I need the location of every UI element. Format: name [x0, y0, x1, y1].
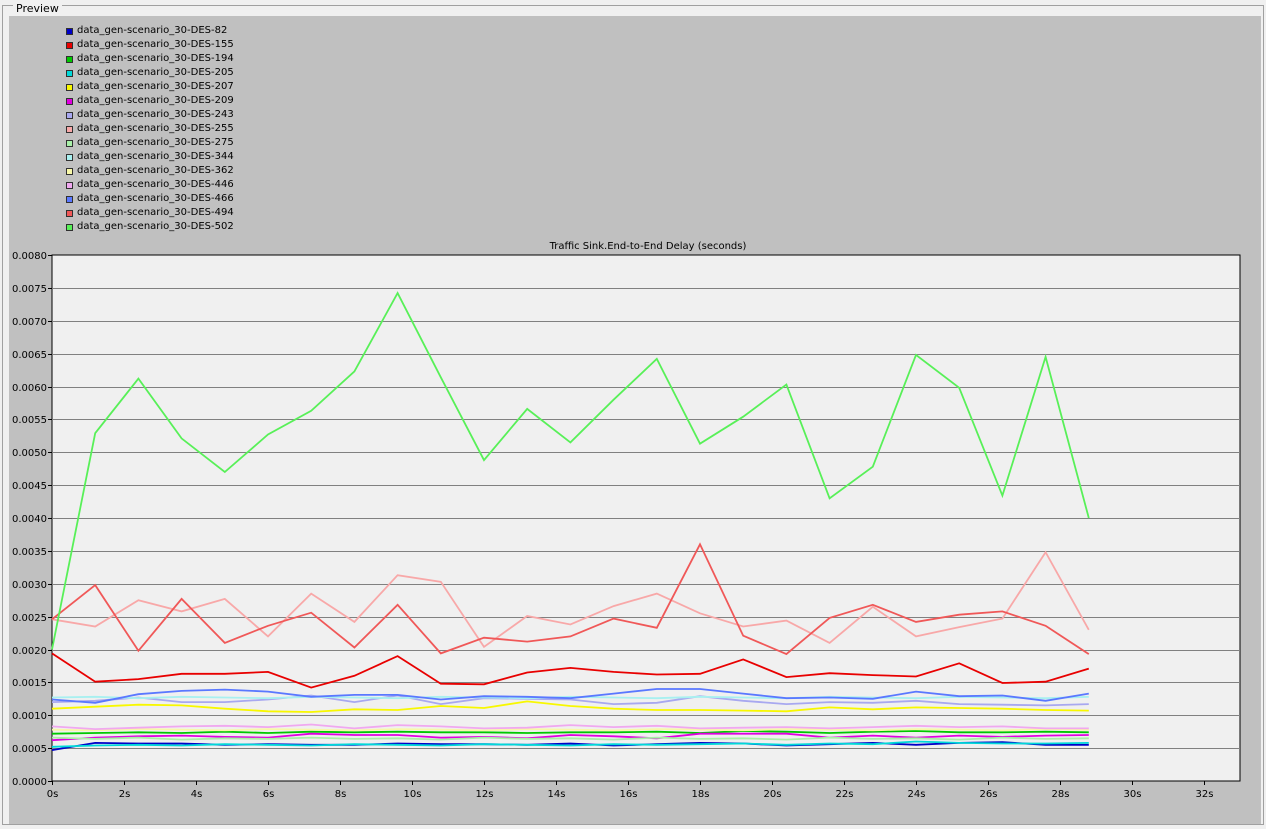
legend-item: data_gen-scenario_30-DES-155	[66, 38, 234, 52]
legend-swatch	[66, 55, 73, 63]
x-tick-label: 0s	[47, 789, 59, 800]
preview-panel: Preview	[2, 3, 1264, 825]
x-tick-label: 18s	[692, 789, 710, 800]
legend-swatch	[66, 125, 73, 133]
x-tick-label: 16s	[620, 789, 638, 800]
series-line	[51, 688, 1089, 704]
legend-swatch	[66, 139, 73, 147]
series-line	[51, 728, 1089, 732]
legend-label: data_gen-scenario_30-DES-255	[77, 123, 234, 134]
legend-swatch	[66, 195, 73, 203]
legend-swatch	[66, 167, 73, 175]
y-tick-label: 0.0060	[12, 383, 47, 394]
y-tick-label: 0.0020	[12, 646, 47, 657]
legend-label: data_gen-scenario_30-DES-155	[77, 39, 234, 50]
series-line	[51, 730, 1089, 735]
legend-swatch	[66, 181, 73, 189]
series-line	[51, 652, 1090, 689]
legend-swatch	[66, 27, 73, 35]
legend-item: data_gen-scenario_30-DES-194	[66, 52, 234, 66]
legend-item: data_gen-scenario_30-DES-466	[66, 192, 234, 206]
legend-item: data_gen-scenario_30-DES-82	[66, 24, 234, 38]
x-tick-label: 8s	[335, 789, 347, 800]
legend-swatch	[66, 83, 73, 91]
chart-title: Traffic Sink.End-to-End Delay (seconds)	[549, 241, 747, 252]
legend-label: data_gen-scenario_30-DES-344	[77, 151, 234, 162]
legend-swatch	[66, 209, 73, 217]
legend-item: data_gen-scenario_30-DES-446	[66, 178, 234, 192]
y-tick-label: 0.0055	[12, 415, 47, 426]
y-tick-label: 0.0025	[12, 613, 47, 624]
series-line	[51, 740, 1089, 748]
series-line	[51, 695, 1089, 700]
y-tick-label: 0.0050	[12, 448, 47, 459]
x-tick-label: 28s	[1052, 789, 1070, 800]
x-tick-label: 24s	[908, 789, 926, 800]
x-tick-label: 4s	[191, 789, 203, 800]
legend-item: data_gen-scenario_30-DES-502	[66, 220, 234, 234]
legend-item: data_gen-scenario_30-DES-243	[66, 108, 234, 122]
x-tick-label: 2s	[119, 789, 131, 800]
y-tick-label: 0.0075	[12, 284, 47, 295]
x-tick-label: 20s	[764, 789, 782, 800]
chart-legend: data_gen-scenario_30-DES-82 data_gen-scen…	[66, 24, 234, 234]
legend-swatch	[66, 153, 73, 161]
series-line	[51, 550, 1090, 649]
series-line	[51, 700, 1089, 713]
x-tick-label: 22s	[836, 789, 854, 800]
y-tick-label: 0.0015	[12, 678, 47, 689]
x-tick-label: 14s	[548, 789, 566, 800]
series-line	[51, 542, 1090, 656]
y-tick-label: 0.0070	[12, 317, 47, 328]
x-tick-label: 26s	[980, 789, 998, 800]
y-tick-label: 0.0045	[12, 481, 47, 492]
legend-item: data_gen-scenario_30-DES-362	[66, 164, 234, 178]
x-tick-label: 10s	[404, 789, 422, 800]
legend-item: data_gen-scenario_30-DES-344	[66, 150, 234, 164]
legend-label: data_gen-scenario_30-DES-446	[77, 179, 234, 190]
legend-item: data_gen-scenario_30-DES-207	[66, 80, 234, 94]
y-tick-label: 0.0010	[12, 711, 47, 722]
x-tick-label: 12s	[476, 789, 494, 800]
series-line	[51, 736, 1089, 741]
legend-label: data_gen-scenario_30-DES-194	[77, 53, 234, 64]
legend-label: data_gen-scenario_30-DES-207	[77, 81, 234, 92]
legend-label: data_gen-scenario_30-DES-82	[77, 25, 228, 36]
legend-swatch	[66, 223, 73, 231]
y-tick-label: 0.0065	[12, 350, 47, 361]
legend-item: data_gen-scenario_30-DES-275	[66, 136, 234, 150]
legend-label: data_gen-scenario_30-DES-502	[77, 221, 234, 232]
legend-swatch	[66, 41, 73, 49]
y-tick-label: 0.0040	[12, 514, 47, 525]
legend-item: data_gen-scenario_30-DES-255	[66, 122, 234, 136]
x-tick-label: 6s	[263, 789, 275, 800]
y-tick-label: 0.0035	[12, 547, 47, 558]
series-line	[51, 694, 1089, 707]
legend-item: data_gen-scenario_30-DES-494	[66, 206, 234, 220]
legend-swatch	[66, 111, 73, 119]
legend-label: data_gen-scenario_30-DES-209	[77, 95, 234, 106]
series-line	[51, 291, 1090, 650]
y-tick-label: 0.0030	[12, 580, 47, 591]
legend-swatch	[66, 97, 73, 105]
x-tick-label: 30s	[1124, 789, 1142, 800]
y-tick-label: 0.0005	[12, 744, 47, 755]
legend-label: data_gen-scenario_30-DES-205	[77, 67, 234, 78]
legend-item: data_gen-scenario_30-DES-209	[66, 94, 234, 108]
legend-item: data_gen-scenario_30-DES-205	[66, 66, 234, 80]
preview-label: Preview	[13, 3, 62, 15]
legend-label: data_gen-scenario_30-DES-275	[77, 137, 234, 148]
legend-label: data_gen-scenario_30-DES-243	[77, 109, 234, 120]
legend-swatch	[66, 69, 73, 77]
legend-label: data_gen-scenario_30-DES-466	[77, 193, 234, 204]
x-tick-label: 32s	[1196, 789, 1214, 800]
y-tick-label: 0.0000	[12, 777, 47, 788]
series-line	[51, 723, 1089, 731]
legend-label: data_gen-scenario_30-DES-494	[77, 207, 234, 218]
legend-label: data_gen-scenario_30-DES-362	[77, 165, 234, 176]
y-tick-label: 0.0080	[12, 251, 47, 262]
